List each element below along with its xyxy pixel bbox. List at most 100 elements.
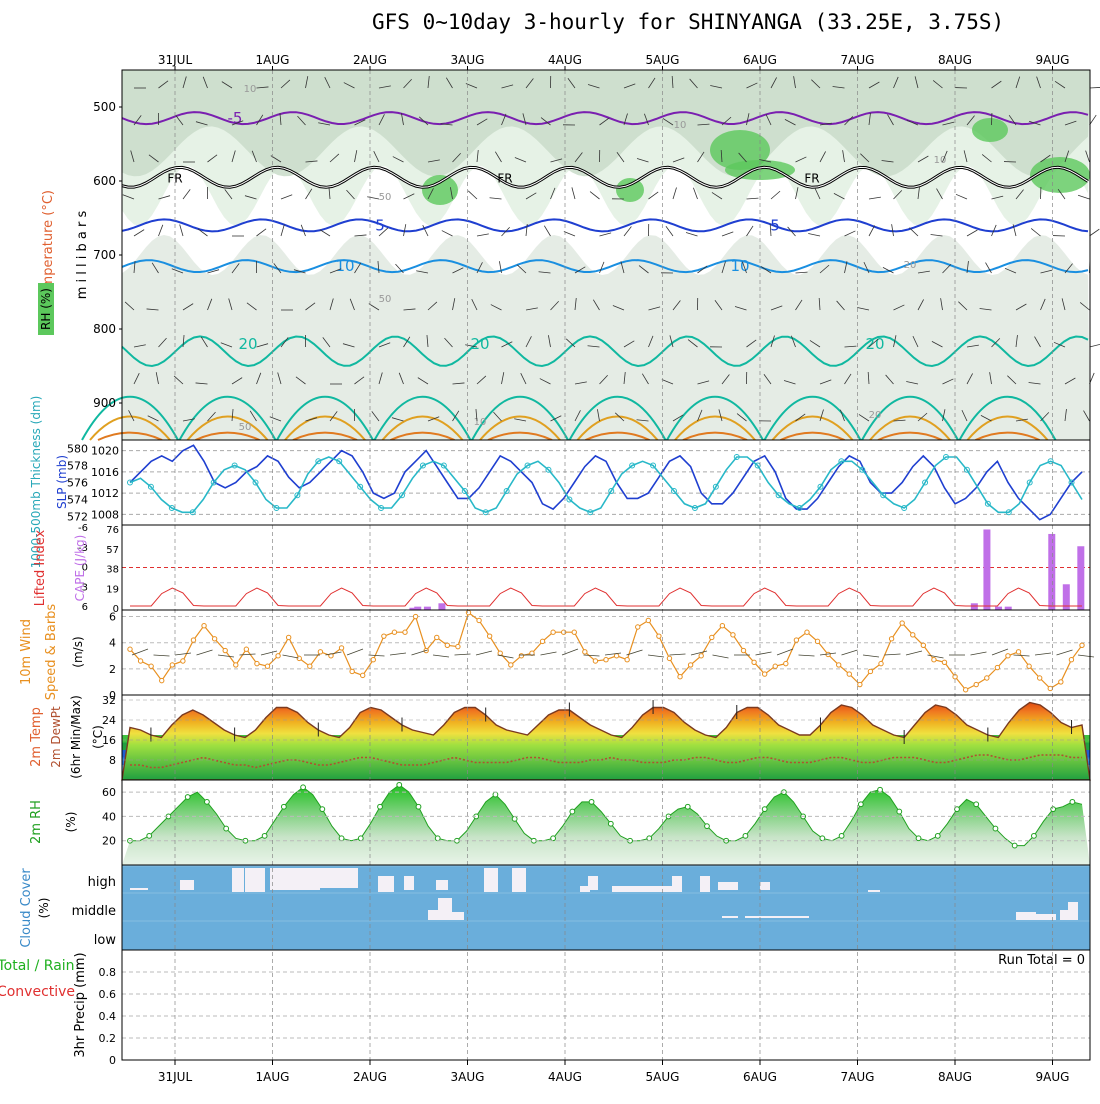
wind-speed-point — [1006, 654, 1010, 658]
wind-speed-point — [1059, 680, 1063, 684]
lifted-index-tick-label: 6 — [82, 602, 88, 613]
wind-tick-label: 6 — [109, 611, 116, 624]
date-label-top: 1AUG — [256, 53, 290, 67]
wind-speed-point — [889, 637, 893, 641]
wind-axis-label-b: Speed & Barbs — [44, 604, 59, 701]
isotherm-label: FR — [804, 171, 819, 185]
wind-speed-point — [879, 661, 883, 665]
rh-contour-label: 10 — [244, 84, 257, 95]
slp-tick-label: 1020 — [91, 445, 119, 458]
pressure-axis-label: m i l l i b a r s — [75, 211, 90, 300]
wind-speed-point — [413, 614, 417, 618]
wind-speed-point — [255, 661, 259, 665]
wind-barb — [1090, 344, 1100, 347]
wind-speed-point — [667, 656, 671, 660]
wind-speed-point — [170, 663, 174, 667]
wind-speed-point — [657, 634, 661, 638]
wind-panel-bg — [122, 610, 1090, 695]
cape-tick-label: 38 — [106, 565, 119, 576]
rh-point — [205, 799, 210, 804]
cape-bar — [971, 603, 978, 610]
cape-bar — [414, 607, 421, 610]
rh-point — [378, 804, 383, 809]
wind-speed-point — [191, 638, 195, 642]
wind-speed-point — [509, 663, 513, 667]
wind-speed-point — [794, 638, 798, 642]
wind-speed-point — [339, 646, 343, 650]
temp-tick-label: 24 — [102, 714, 116, 727]
rh-point — [858, 802, 863, 807]
wind-speed-point — [308, 664, 312, 668]
cape-bar — [983, 529, 990, 610]
wind-speed-point — [784, 661, 788, 665]
wind-speed-point — [868, 669, 872, 673]
wind-speed-point — [286, 635, 290, 639]
rh-point — [147, 833, 152, 838]
lifted-index-axis-label: Lifted Index — [33, 529, 48, 606]
date-label-top: 2AUG — [353, 53, 387, 67]
wind-speed-point — [403, 630, 407, 634]
wind-speed-point — [1027, 664, 1031, 668]
rh-point — [589, 799, 594, 804]
slp-panel-bg — [122, 440, 1090, 525]
rh-contour-label: 20 — [904, 260, 917, 271]
wind-speed-point — [551, 630, 555, 634]
isotherm-label: 5 — [770, 216, 780, 234]
date-label-bottom: 2AUG — [353, 1070, 387, 1084]
cloud-middle-bar — [1016, 912, 1036, 920]
wind-speed-point — [985, 676, 989, 680]
cloud-high-bar — [718, 882, 738, 890]
wind-tick-label: 2 — [109, 663, 116, 676]
wind-speed-point — [445, 643, 449, 647]
wind-speed-point — [212, 637, 216, 641]
date-label-top: 7AUG — [841, 53, 875, 67]
wind-barb — [1090, 229, 1100, 236]
cloud-high-bar — [404, 876, 414, 890]
wind-speed-point — [498, 651, 502, 655]
temp-axis-unit: (°C) — [91, 725, 105, 749]
cape-tick-label: 19 — [106, 584, 119, 595]
rh-point — [435, 836, 440, 841]
wind-speed-point — [456, 644, 460, 648]
wind-speed-point — [138, 659, 142, 663]
wind-speed-point — [572, 630, 576, 634]
rh-point — [1051, 807, 1056, 812]
precip-axis-label: 3hr Precip (mm) — [73, 952, 88, 1057]
wind-speed-point — [636, 625, 640, 629]
wind-speed-point — [974, 682, 978, 686]
wind-speed-point — [477, 618, 481, 622]
rh2m-axis-label: 2m RH — [29, 800, 44, 844]
wind-speed-point — [731, 633, 735, 637]
isotherm-label: 20 — [865, 335, 884, 353]
cloud-middle-bar — [428, 910, 438, 920]
wind-speed-point — [181, 659, 185, 663]
rh-point — [512, 816, 517, 821]
precip-tick-label: 0 — [109, 1054, 116, 1067]
wind-speed-point — [265, 664, 269, 668]
wind-speed-point — [1048, 686, 1052, 690]
precip-tick-label: 0.2 — [99, 1032, 117, 1045]
rh-point — [705, 824, 710, 829]
precip-run-total: Run Total = 0 — [998, 953, 1085, 968]
cloud-high-bar — [760, 882, 770, 890]
wind-speed-point — [604, 657, 608, 661]
thickness-tick-label: 572 — [67, 511, 88, 524]
cape-bar — [438, 603, 445, 610]
rh-axis-label: RH (%) — [39, 288, 53, 330]
wind-speed-point — [911, 633, 915, 637]
rh-point — [397, 782, 402, 787]
date-label-bottom: 4AUG — [548, 1070, 582, 1084]
cloud-axis-label: Cloud Cover — [19, 868, 34, 948]
wind-speed-point — [837, 663, 841, 667]
thickness-tick-label: 578 — [67, 460, 88, 473]
wind-barb — [1090, 87, 1100, 88]
wind-speed-point — [318, 650, 322, 654]
cape-bar — [1005, 607, 1012, 610]
wind-speed-point — [223, 648, 227, 652]
wind-speed-point — [583, 650, 587, 654]
wind-tick-label: 4 — [109, 637, 116, 650]
rh-point — [897, 809, 902, 814]
rh-point — [685, 804, 690, 809]
wind-speed-point — [932, 657, 936, 661]
